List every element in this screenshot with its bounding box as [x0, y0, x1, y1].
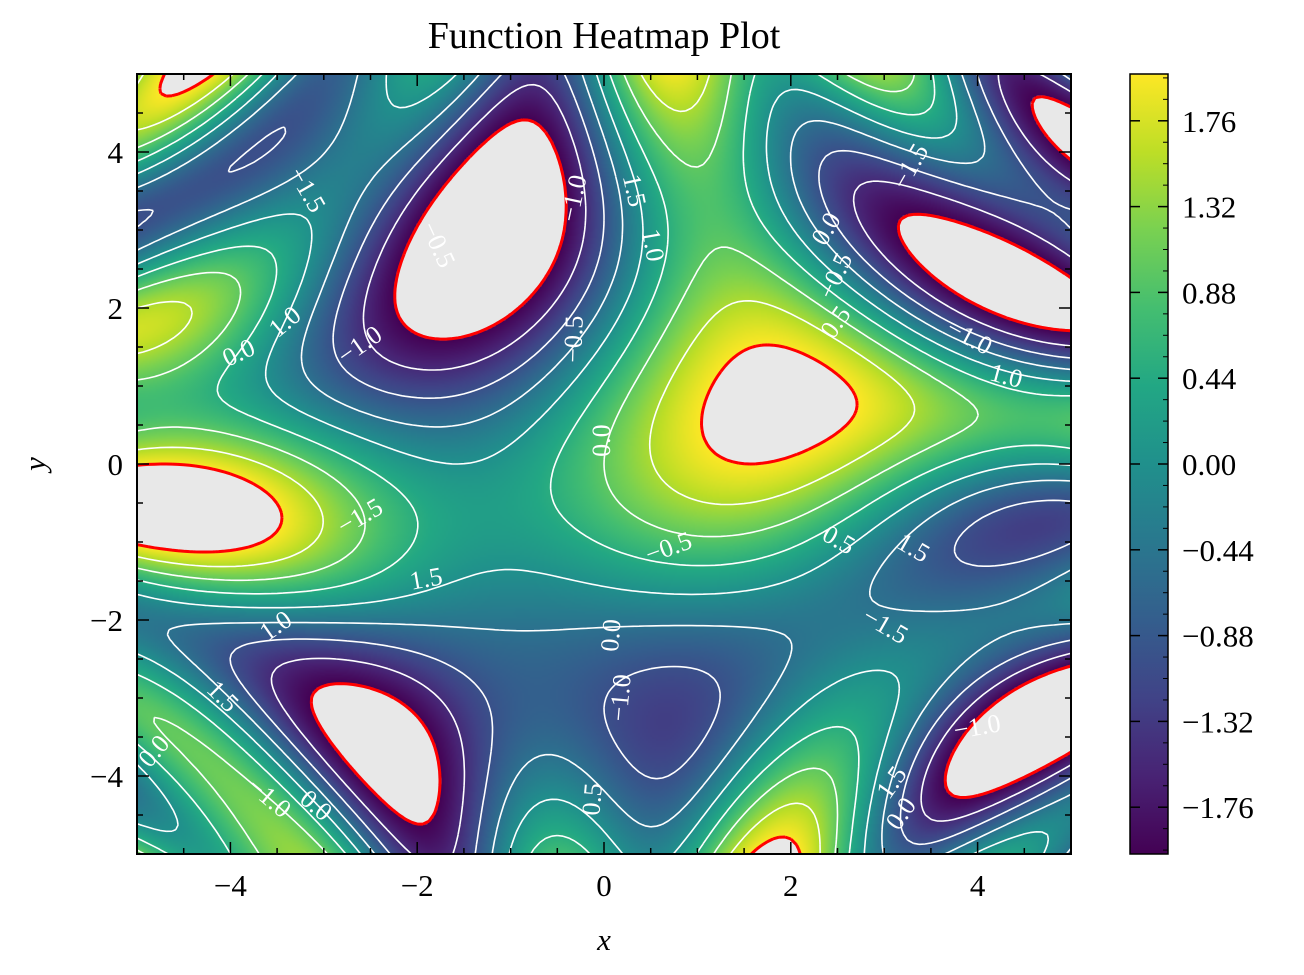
contour-line	[137, 74, 1071, 854]
contour-line	[137, 74, 1071, 854]
x-tick-label: 4	[970, 868, 986, 903]
colorbar-tick-label: 1.76	[1182, 104, 1236, 139]
contour-line	[137, 74, 1071, 854]
contour-label: −0.5	[558, 315, 589, 363]
contour-line	[137, 74, 1071, 854]
colorbar-tick-label: −0.44	[1182, 533, 1254, 568]
contour-label: 0.5	[576, 782, 608, 817]
contour-label: 1.0	[636, 227, 670, 264]
y-axis-ticks: −4 −2 0 2 4	[90, 73, 1071, 855]
colorbar-tick-label: 0.00	[1182, 447, 1236, 482]
y-axis-label: y	[17, 457, 52, 474]
y-tick-label: −2	[90, 603, 123, 638]
x-tick-label: 0	[596, 868, 612, 903]
colorbar-tick-label: 0.88	[1182, 275, 1236, 310]
colorbar-tick-label: −1.76	[1182, 790, 1254, 825]
contour-label: 0.0	[595, 618, 627, 653]
x-tick-label: −2	[401, 868, 434, 903]
plot-area: −1.5 −1.5−1.0 1.5−0.5 1.0 0.0−0.50.51.00.0 −1…	[137, 74, 1071, 854]
colorbar-tick-label: 1.32	[1182, 190, 1236, 225]
contour-line	[137, 74, 916, 854]
y-tick-label: 4	[108, 135, 124, 170]
colorbar-tick-label: −1.32	[1182, 704, 1254, 739]
contour-line	[137, 74, 979, 854]
y-tick-label: 0	[108, 447, 124, 482]
chart-title: Function Heatmap Plot	[428, 15, 781, 57]
colorbar-tick-label: −0.88	[1182, 619, 1254, 654]
contour-line	[270, 74, 1071, 854]
y-tick-label: −4	[90, 759, 123, 794]
contour-lines	[137, 74, 1071, 854]
colorbar-ticks: 1.76 1.32 0.88 0.44 0.00 −0.44 −0.88 −1.32 −1.76	[1130, 77, 1254, 851]
contour-label: 0.0	[587, 424, 616, 457]
contour-label: −1.0	[604, 673, 637, 723]
y-tick-label: 2	[108, 291, 124, 326]
x-tick-label: −4	[214, 868, 247, 903]
contour-label: 1.5	[408, 561, 445, 595]
x-axis-label: x	[596, 922, 611, 957]
colorbar-tick-label: 0.44	[1182, 361, 1237, 396]
x-axis-ticks: −4 −2 0 2 4	[136, 74, 1072, 903]
boundary-contour-line	[137, 74, 859, 854]
x-tick-label: 2	[783, 868, 799, 903]
contour-label: 1.5	[617, 172, 652, 210]
boundary-contour-line	[309, 95, 1071, 826]
